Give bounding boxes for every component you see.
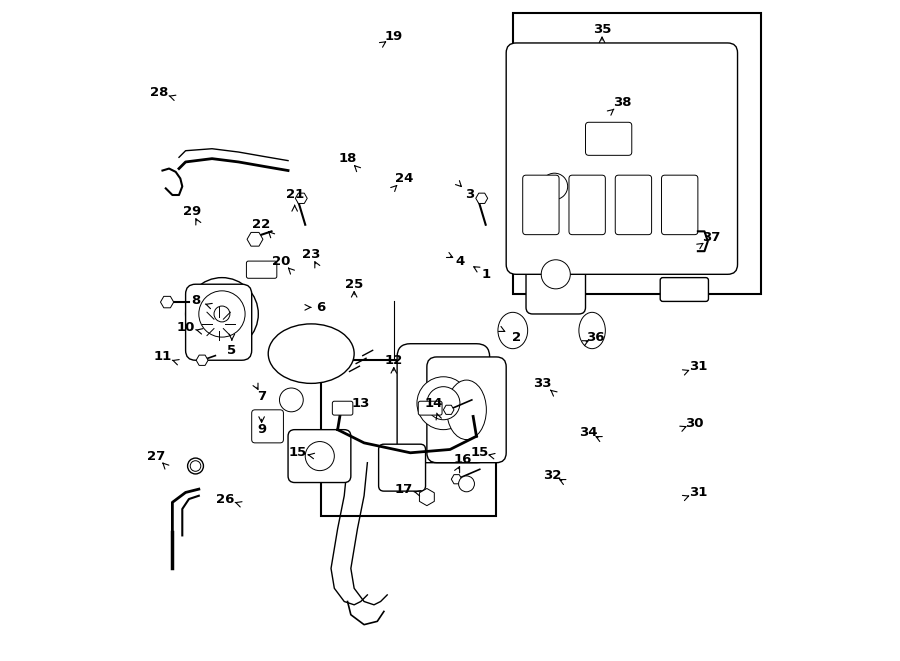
Text: 7: 7 bbox=[257, 390, 266, 403]
Circle shape bbox=[214, 306, 230, 322]
Text: 24: 24 bbox=[394, 172, 413, 185]
FancyBboxPatch shape bbox=[288, 430, 351, 483]
Text: 10: 10 bbox=[176, 321, 194, 334]
Text: 31: 31 bbox=[688, 360, 707, 373]
FancyBboxPatch shape bbox=[616, 175, 652, 235]
Ellipse shape bbox=[579, 312, 606, 349]
Circle shape bbox=[199, 291, 245, 337]
Circle shape bbox=[541, 260, 571, 289]
Text: 19: 19 bbox=[384, 30, 403, 43]
Circle shape bbox=[187, 458, 203, 474]
FancyBboxPatch shape bbox=[521, 155, 588, 218]
FancyBboxPatch shape bbox=[526, 235, 586, 314]
Text: 23: 23 bbox=[302, 248, 320, 261]
Text: 8: 8 bbox=[191, 294, 200, 307]
FancyBboxPatch shape bbox=[252, 410, 284, 443]
Text: 34: 34 bbox=[580, 426, 598, 440]
Text: 35: 35 bbox=[593, 23, 611, 36]
Text: 20: 20 bbox=[273, 254, 291, 268]
Text: 12: 12 bbox=[384, 354, 403, 367]
FancyBboxPatch shape bbox=[523, 175, 559, 235]
Text: 2: 2 bbox=[511, 330, 521, 344]
Text: 26: 26 bbox=[216, 492, 234, 506]
Text: 14: 14 bbox=[424, 397, 443, 410]
FancyBboxPatch shape bbox=[397, 344, 490, 463]
Text: 4: 4 bbox=[455, 254, 464, 268]
FancyBboxPatch shape bbox=[662, 175, 698, 235]
Circle shape bbox=[427, 387, 460, 420]
Text: 21: 21 bbox=[285, 188, 304, 202]
Circle shape bbox=[305, 442, 334, 471]
FancyBboxPatch shape bbox=[332, 401, 353, 415]
Text: 32: 32 bbox=[544, 469, 562, 483]
Text: 16: 16 bbox=[454, 453, 473, 466]
Bar bbox=[671, 205, 698, 264]
Text: 3: 3 bbox=[465, 188, 474, 202]
Text: 11: 11 bbox=[153, 350, 172, 364]
Circle shape bbox=[190, 461, 201, 471]
Text: 15: 15 bbox=[471, 446, 489, 459]
FancyBboxPatch shape bbox=[661, 278, 708, 301]
Text: 28: 28 bbox=[150, 86, 168, 99]
Text: 25: 25 bbox=[345, 278, 364, 291]
Text: 27: 27 bbox=[147, 449, 165, 463]
Text: 1: 1 bbox=[482, 268, 490, 281]
Bar bbox=[513, 13, 760, 294]
Ellipse shape bbox=[268, 324, 355, 383]
Text: 31: 31 bbox=[688, 486, 707, 499]
Circle shape bbox=[541, 173, 568, 200]
Ellipse shape bbox=[580, 224, 605, 241]
Circle shape bbox=[280, 388, 303, 412]
Ellipse shape bbox=[446, 380, 486, 440]
Text: 6: 6 bbox=[317, 301, 326, 314]
Text: 37: 37 bbox=[702, 231, 720, 245]
FancyBboxPatch shape bbox=[427, 357, 506, 463]
Circle shape bbox=[185, 278, 258, 350]
Text: 36: 36 bbox=[586, 330, 605, 344]
FancyBboxPatch shape bbox=[418, 401, 442, 415]
Text: 29: 29 bbox=[183, 205, 202, 218]
Ellipse shape bbox=[498, 312, 527, 349]
Text: 30: 30 bbox=[685, 416, 704, 430]
FancyBboxPatch shape bbox=[506, 43, 737, 274]
Text: 5: 5 bbox=[228, 344, 237, 357]
Text: 33: 33 bbox=[534, 377, 552, 390]
Text: 9: 9 bbox=[257, 423, 266, 436]
Text: 38: 38 bbox=[613, 96, 631, 109]
Circle shape bbox=[417, 377, 470, 430]
FancyBboxPatch shape bbox=[185, 284, 252, 360]
Circle shape bbox=[459, 476, 474, 492]
Bar bbox=[321, 360, 496, 516]
FancyBboxPatch shape bbox=[661, 164, 708, 188]
Text: 13: 13 bbox=[352, 397, 370, 410]
Text: 18: 18 bbox=[338, 152, 356, 165]
FancyBboxPatch shape bbox=[569, 175, 606, 235]
Text: 17: 17 bbox=[394, 483, 413, 496]
Text: 15: 15 bbox=[289, 446, 307, 459]
Text: 22: 22 bbox=[253, 218, 271, 231]
FancyBboxPatch shape bbox=[586, 122, 632, 155]
FancyBboxPatch shape bbox=[247, 261, 277, 278]
FancyBboxPatch shape bbox=[379, 444, 426, 491]
